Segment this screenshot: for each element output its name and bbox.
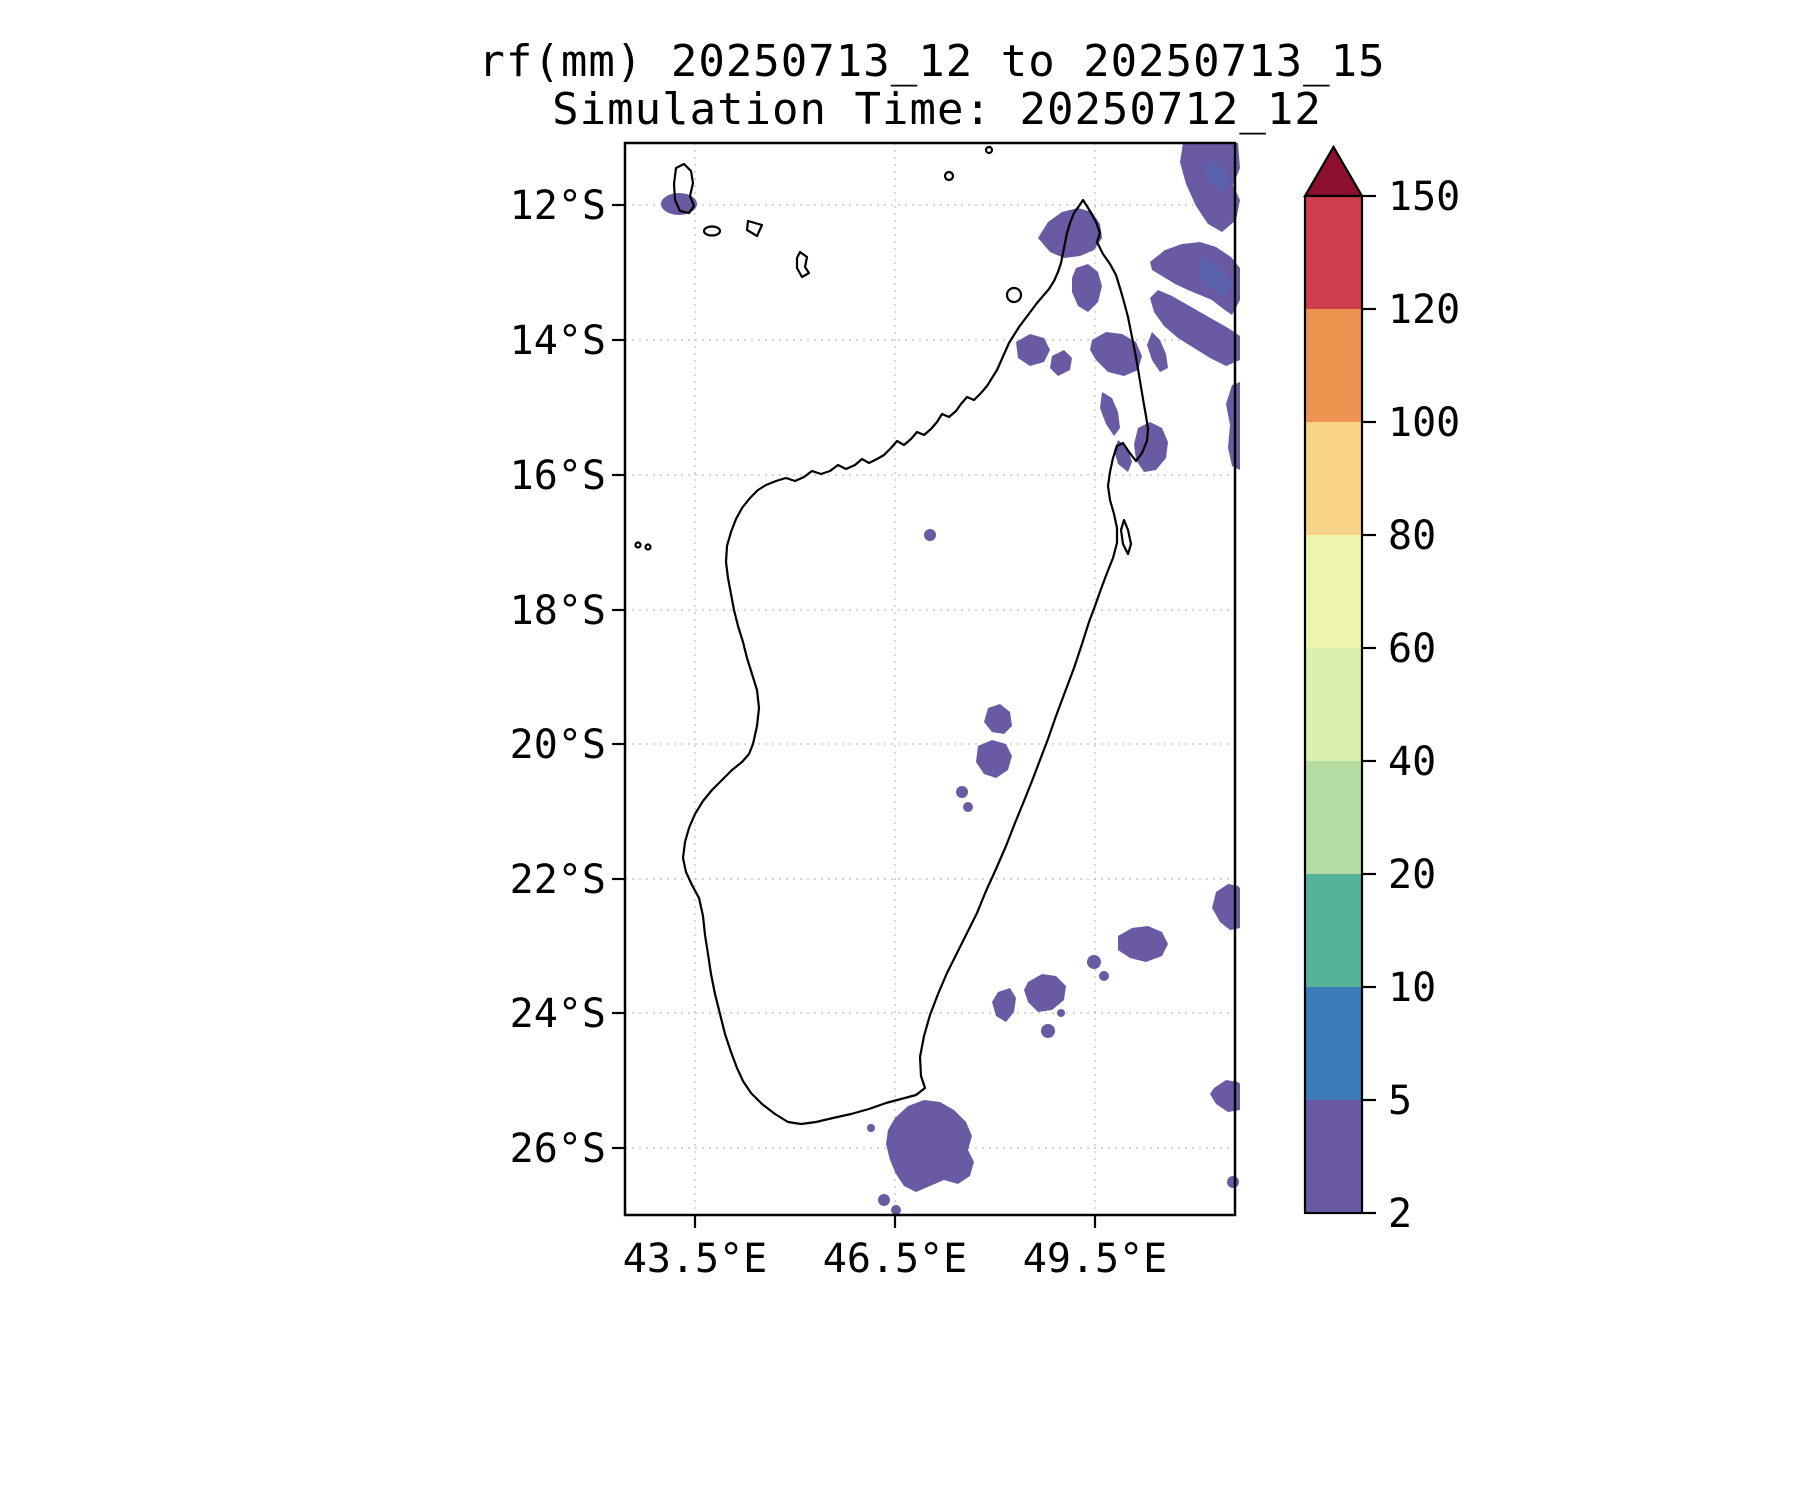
rain-patch [963,802,973,812]
colorbar-band [1305,535,1362,648]
rain-patch [1134,422,1168,472]
rain-patch [1016,334,1050,366]
y-tick-label: 12°S [510,183,606,229]
rain-patch [1180,143,1240,232]
coastlines [634,145,1150,1126]
x-tick-label: 49.5°E [1023,1236,1168,1282]
cb-tick-label: 100 [1388,400,1460,446]
y-tick-label: 24°S [510,991,606,1037]
cb-tick-label: 20 [1388,852,1436,898]
sainte-marie-island [1119,518,1133,556]
rain-patch [661,193,697,215]
cb-tick-label: 120 [1388,287,1460,333]
colorbar-band [1305,874,1362,987]
rain-patch [1227,1176,1239,1188]
rain-patch [1150,290,1240,366]
rain-patch [1090,332,1142,376]
rain-patch [1226,382,1240,470]
rain-patch [867,1124,875,1132]
cb-tick-label: 80 [1388,513,1436,559]
colorbar-band-bottom [1305,1100,1362,1213]
rain-patch [1147,332,1168,372]
rain-patch [1050,350,1072,376]
map-plot-frame [623,141,1237,1217]
cb-tick-label: 10 [1388,965,1436,1011]
colorbar-border [1303,194,1364,1215]
cb-tick-label: 40 [1388,739,1436,785]
rain-patch [1150,242,1240,315]
colorbar: 150 120 100 80 60 40 20 10 5 2 [1303,144,1460,1237]
map-plot-background [625,143,1235,1215]
y-tick-label: 22°S [510,857,606,903]
rain-patches-low [661,143,1240,1215]
rain-patch [1072,264,1102,312]
x-tick-label: 43.5°E [623,1236,768,1282]
mayotte-island [795,250,811,279]
x-axis-labels: 43.5°E 46.5°E 49.5°E [623,1236,1168,1282]
y-tick-label: 14°S [510,318,606,364]
y-axis-labels: 12°S 14°S 16°S 18°S 20°S 22°S 24°S 26°S [510,183,606,1172]
grande-comore-island [672,162,696,215]
figure-subtitle: Simulation Time: 20250712_12 [552,84,1322,135]
rain-patch [924,529,936,541]
rain-patch [1198,258,1232,296]
y-tick-label: 18°S [510,588,606,634]
cb-tick-label: 150 [1388,174,1460,220]
figure-title: rf(mm) 20250713_12 to 20250713_15 [478,36,1385,87]
small-island [634,541,642,549]
rain-patch [1024,974,1066,1012]
rain-patch [1204,160,1230,192]
nosy-be-island [1005,286,1023,304]
x-tick-label: 46.5°E [823,1236,968,1282]
rain-patch [1038,208,1102,258]
colorbar-extend-arrow [1303,144,1364,198]
cb-tick-label: 60 [1388,626,1436,672]
colorbar-band [1305,761,1362,874]
colorbar-band [1305,422,1362,535]
axis-ticks [612,203,1097,1228]
colorbar-band [1305,987,1362,1100]
rain-patch [1041,1024,1055,1038]
rain-patches-mid [1198,160,1232,296]
rain-patch [886,1100,974,1192]
y-tick-label: 26°S [510,1126,606,1172]
y-tick-label: 16°S [510,453,606,499]
rain-patch [976,740,1012,778]
rain-patch [1118,926,1168,962]
colorbar-band [1305,196,1362,309]
small-island [943,170,955,182]
small-island [644,543,652,551]
cb-tick-label: 5 [1388,1078,1412,1124]
rain-patch [1100,392,1120,436]
colorbar-band [1305,648,1362,761]
colorbar-labels: 150 120 100 80 60 40 20 10 5 2 [1388,174,1460,1237]
madagascar-coastline [681,198,1150,1126]
rain-patch [984,704,1012,734]
rain-patch [878,1194,890,1206]
moheli-island [702,225,722,237]
y-tick-label: 20°S [510,722,606,768]
rain-patch [956,786,968,798]
rain-patch [1057,1009,1065,1017]
colorbar-ticks [1362,194,1376,1215]
rain-patch [992,988,1016,1022]
rain-patch [1099,971,1109,981]
rain-patch [1087,955,1101,969]
rain-patch [1210,1080,1240,1112]
rain-patch [891,1205,901,1215]
small-island [984,145,994,155]
anjouan-island [745,219,764,238]
colorbar-band [1305,309,1362,422]
rain-patch [1212,884,1240,930]
cb-tick-label: 2 [1388,1191,1412,1237]
